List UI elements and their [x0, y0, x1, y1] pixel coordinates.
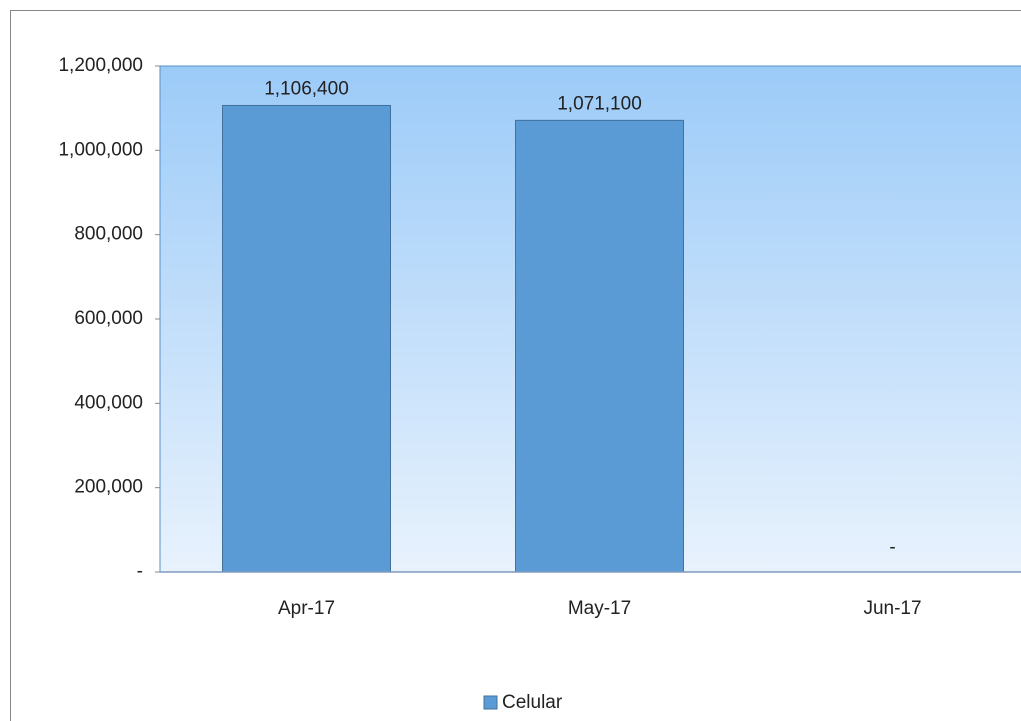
y-tick-label: -: [137, 561, 143, 582]
x-tick-label: Apr-17: [278, 598, 335, 619]
data-label: -: [889, 537, 895, 558]
y-tick-label: 400,000: [74, 392, 143, 413]
y-tick-label: 200,000: [74, 477, 143, 498]
x-tick-label: May-17: [568, 598, 631, 619]
bar: [515, 119, 684, 573]
y-tick-label: 1,200,000: [58, 55, 143, 76]
y-tick-label: 1,000,000: [58, 139, 143, 160]
x-tick-label: Jun-17: [863, 598, 921, 619]
legend-label: Celular: [502, 692, 563, 713]
data-label: 1,071,100: [557, 93, 642, 114]
bar: [222, 104, 391, 573]
data-label: 1,106,400: [264, 78, 349, 99]
y-tick-label: 800,000: [74, 224, 143, 245]
y-tick-label: 600,000: [74, 308, 143, 329]
legend-swatch: [483, 695, 498, 710]
